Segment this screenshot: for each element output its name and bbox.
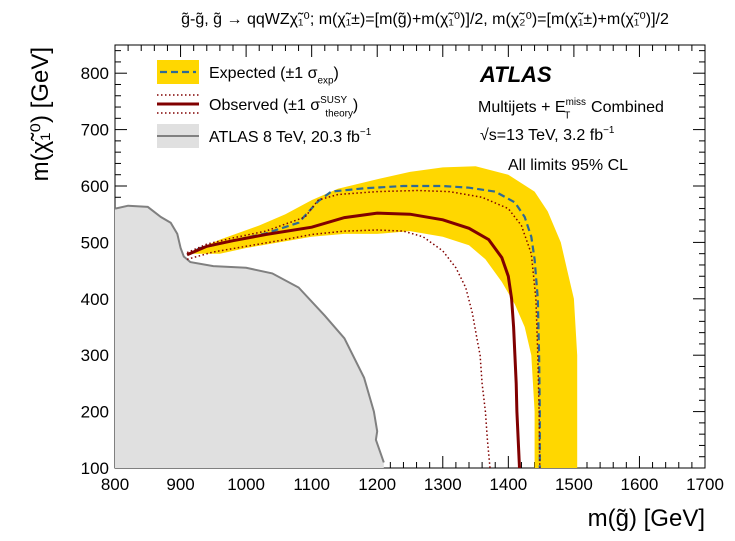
series-expected-band xyxy=(187,166,578,468)
x-tick-label: 1200 xyxy=(358,475,396,494)
legend-entry-label-0: Expected (±1 σexp) xyxy=(209,65,339,87)
analysis-label: Multijets + Emiss T Combined xyxy=(478,97,664,122)
series-line-4 xyxy=(186,229,491,468)
legend-entry-label-2: ATLAS 8 TeV, 20.3 fb−1 xyxy=(209,127,372,146)
y-tick-label: 400 xyxy=(81,290,109,309)
chart-title-text: g̃-g̃, g̃ → qqWZχ̃₁⁰; m(χ̃₁±)=[m(g̃)+m(χ… xyxy=(181,11,669,28)
x-tick-label: 900 xyxy=(166,475,194,494)
axis-labels: m(g̃) [GeV] m(χ̃₁⁰) [GeV] xyxy=(27,47,705,532)
x-axis-label: m(g̃) [GeV] xyxy=(588,505,705,532)
y-tick-label: 500 xyxy=(81,233,109,252)
y-axis-label: m(χ̃₁⁰) [GeV] xyxy=(27,47,54,181)
series-8tev-edge xyxy=(115,204,385,463)
y-tick-label: 300 xyxy=(81,346,109,365)
y-tick-label: 600 xyxy=(81,177,109,196)
cl-label: All limits 95% CL xyxy=(508,157,628,174)
energy-label: √s=13 TeV, 3.2 fb−1 xyxy=(480,125,615,144)
y-tick-label: 800 xyxy=(81,64,109,83)
x-tick-label: 800 xyxy=(101,475,129,494)
chart-title: g̃-g̃, g̃ → qqWZχ̃₁⁰; m(χ̃₁±)=[m(g̃)+m(χ… xyxy=(181,11,669,28)
legend-entry-label-1: Observed (±1 σSUSY theory) xyxy=(209,95,358,120)
atlas-label: ATLAS xyxy=(479,62,552,87)
y-tick-label: 700 xyxy=(81,121,109,140)
x-tick-label: 1500 xyxy=(555,475,593,494)
series-layer xyxy=(115,166,578,468)
series-line-1 xyxy=(186,184,541,468)
x-tick-label: 1600 xyxy=(621,475,659,494)
x-tick-label: 1300 xyxy=(424,475,462,494)
plot-data xyxy=(115,166,578,468)
series-line-3 xyxy=(186,189,541,468)
series-line-2 xyxy=(186,211,521,468)
y-tick-label: 100 xyxy=(81,459,109,478)
axis-ticks: 800 900 1000 1100 1200 1300 1400 1500 1600 1700 10… xyxy=(81,45,724,494)
x-tick-label: 1700 xyxy=(686,475,724,494)
legend: Expected (±1 σexp) Observed (±1 σSUSY theo… xyxy=(157,60,372,148)
x-tick-label: 1100 xyxy=(293,475,330,494)
x-tick-label: 1400 xyxy=(489,475,527,494)
y-tick-label: 200 xyxy=(81,403,109,422)
x-tick-label: 1000 xyxy=(227,475,265,494)
series-8tev-fill xyxy=(115,205,384,468)
annotations: ATLAS Multijets + Emiss T Combined √s=13 Te… xyxy=(478,62,664,174)
